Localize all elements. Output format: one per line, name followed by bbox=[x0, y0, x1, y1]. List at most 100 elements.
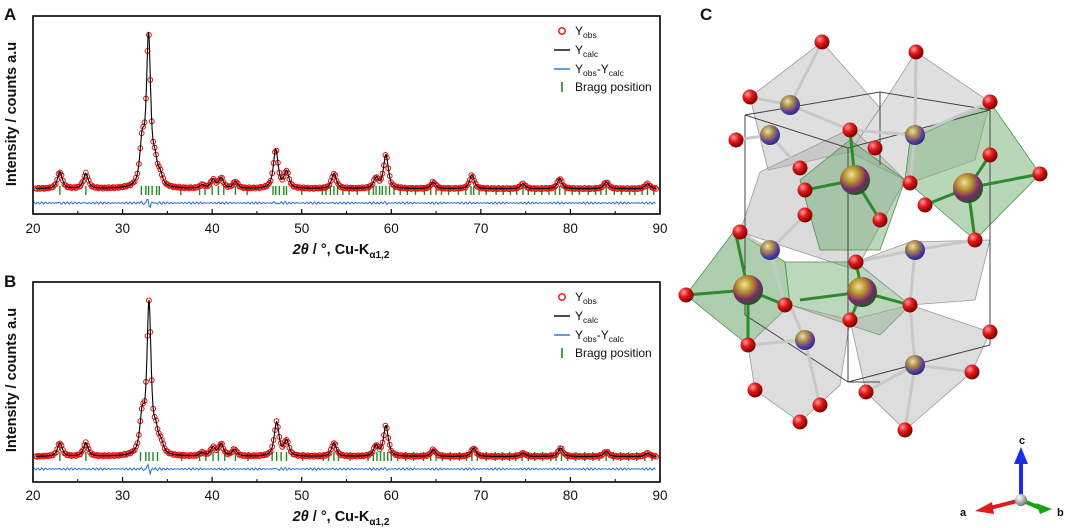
x-axis-unit: / °, Cu-K bbox=[309, 509, 370, 525]
obs-point bbox=[378, 175, 385, 182]
difference-series bbox=[32, 462, 656, 476]
legend-bragg-label: Bragg position bbox=[575, 346, 652, 360]
obs-point bbox=[77, 183, 83, 190]
calc-line bbox=[35, 300, 657, 457]
c-axis-label: c bbox=[1019, 435, 1025, 447]
legend-calc-label: Ycalc bbox=[575, 43, 599, 59]
x-tick-label: 20 bbox=[25, 221, 40, 236]
obs-point bbox=[330, 440, 337, 447]
obs-point bbox=[156, 163, 162, 170]
difference-line bbox=[32, 462, 656, 476]
obs-point bbox=[234, 180, 241, 187]
x-tick-label: 50 bbox=[294, 221, 309, 236]
obs-point bbox=[653, 453, 660, 460]
legend-obs-label: Yobs bbox=[575, 290, 597, 306]
obs-point bbox=[194, 451, 201, 458]
obs-point bbox=[224, 451, 231, 458]
y-axis-label: Intensity / counts a.u bbox=[4, 308, 20, 452]
obs-point bbox=[551, 183, 558, 190]
obs-point bbox=[229, 182, 235, 189]
x-axis-unit: / °, Cu-K bbox=[309, 242, 370, 258]
obs-point bbox=[267, 448, 274, 455]
x-tick-label: 40 bbox=[205, 488, 220, 503]
b-site-cation-icon bbox=[780, 95, 800, 115]
obs-point bbox=[432, 449, 439, 455]
obs-point bbox=[52, 449, 59, 456]
x-tick-label: 60 bbox=[384, 221, 399, 236]
a-site-cation-icon bbox=[953, 173, 983, 203]
panel-b: B Intensity / counts a.u 20 30 40 50 60 70 80 9… bbox=[4, 272, 668, 528]
legend-calc-label: Ycalc bbox=[575, 309, 599, 325]
obs-point bbox=[269, 443, 276, 450]
obs-point bbox=[335, 449, 342, 456]
obs-point bbox=[426, 451, 433, 457]
b-site-cation-icon bbox=[760, 125, 780, 145]
obs-point bbox=[131, 447, 138, 454]
legend: Yobs Ycalc Yobs-Ycalc Bragg position bbox=[554, 24, 652, 94]
obs-point bbox=[330, 170, 337, 177]
b-axis-arrow-head bbox=[1036, 503, 1052, 514]
x-tick-label: 80 bbox=[563, 488, 578, 503]
observed-series bbox=[32, 297, 660, 461]
obs-point bbox=[157, 166, 164, 173]
b-site-cation-icon bbox=[905, 355, 925, 375]
obs-point bbox=[232, 446, 238, 453]
axes-triad: c a b bbox=[960, 435, 1064, 519]
obs-point bbox=[210, 175, 217, 182]
x-tick-label: 50 bbox=[294, 488, 309, 503]
obs-point bbox=[554, 449, 561, 456]
obs-point bbox=[328, 178, 334, 184]
x-tick-label: 30 bbox=[115, 221, 130, 236]
obs-point bbox=[158, 437, 165, 443]
obs-point bbox=[286, 444, 293, 451]
x-axis-label: 2θ / °, Cu-Kα1,2 bbox=[292, 509, 390, 528]
obs-point bbox=[368, 182, 374, 189]
obs-point bbox=[471, 445, 478, 452]
legend-obs-marker bbox=[558, 293, 566, 301]
x-tick-label: 70 bbox=[473, 221, 488, 236]
legend: Yobs Ycalc Yobs-Ycalc Bragg position bbox=[554, 290, 652, 360]
obs-point bbox=[151, 414, 158, 420]
b-site-cation-icon bbox=[795, 330, 815, 350]
x-tick-label: 90 bbox=[652, 221, 667, 236]
difference-series bbox=[32, 198, 656, 209]
x-tick-label: 40 bbox=[205, 221, 220, 236]
legend-bragg-label: Bragg position bbox=[575, 80, 652, 94]
obs-point bbox=[84, 442, 91, 449]
c-axis-arrow-head bbox=[1014, 447, 1028, 464]
panel-c: C bbox=[678, 5, 1064, 519]
obs-point bbox=[467, 451, 473, 458]
y-axis-label: Intensity / counts a.u bbox=[4, 42, 20, 186]
obs-point bbox=[133, 443, 139, 450]
observed-series bbox=[32, 32, 660, 193]
obs-point bbox=[468, 172, 475, 179]
obs-point bbox=[328, 446, 334, 453]
obs-point bbox=[287, 180, 294, 187]
b-site-cation-icon bbox=[905, 240, 925, 260]
x-tick-label: 70 bbox=[473, 488, 488, 503]
x-axis-ticks: 20 30 40 50 60 70 80 90 bbox=[25, 209, 668, 236]
obs-point bbox=[472, 447, 479, 453]
obs-point bbox=[206, 182, 213, 188]
obs-point bbox=[472, 180, 479, 187]
calc-line bbox=[35, 31, 657, 190]
legend-obs-label: Yobs bbox=[575, 24, 597, 40]
x-tick-label: 20 bbox=[25, 488, 40, 503]
a-site-cation-icon bbox=[733, 275, 763, 305]
a-axis-arrow-head bbox=[975, 502, 994, 514]
panel-b-letter: B bbox=[4, 272, 16, 291]
obs-point bbox=[85, 177, 92, 184]
crystal-structure-illustration bbox=[678, 34, 1048, 438]
oxygen-atoms bbox=[678, 34, 1048, 438]
a-site-cation-icon bbox=[840, 165, 870, 195]
obs-point bbox=[210, 443, 217, 450]
b-axis-label: b bbox=[1057, 507, 1064, 519]
legend-diff-label: Yobs-Ycalc bbox=[575, 328, 625, 344]
obs-point bbox=[426, 183, 433, 190]
x-axis-subscript: α1,2 bbox=[369, 517, 389, 528]
obs-point bbox=[432, 181, 439, 188]
legend-diff-label: Yobs-Ycalc bbox=[575, 62, 625, 78]
panel-c-letter: C bbox=[700, 5, 712, 24]
calculated-series bbox=[35, 31, 657, 190]
